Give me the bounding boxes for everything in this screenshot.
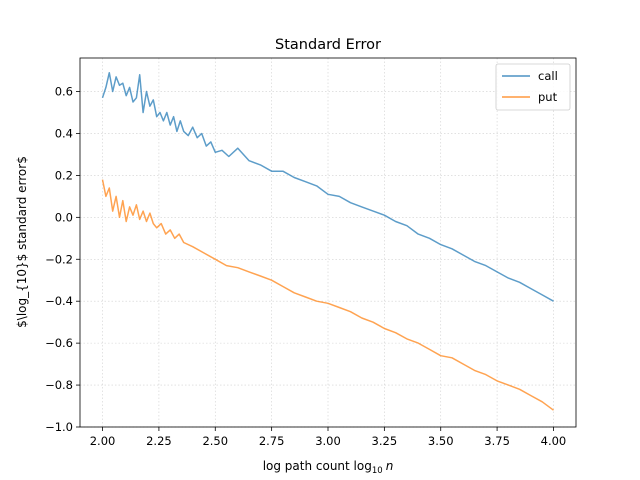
legend: call put bbox=[495, 63, 571, 111]
plot-frame bbox=[79, 57, 577, 428]
x-tick-label: 3.25 bbox=[372, 434, 398, 448]
x-tick-label: 3.75 bbox=[484, 434, 510, 448]
chart-title: Standard Error bbox=[275, 37, 381, 53]
grid bbox=[80, 58, 576, 428]
x-tick-label: 3.00 bbox=[315, 434, 341, 448]
y-axis: −1.0 −0.8 −0.6 −0.4 −0.2 0.0 0.2 0.4 0.6 bbox=[45, 85, 80, 434]
y-axis-label: $\log_{10}$ standard error$ bbox=[15, 156, 29, 328]
x-axis: 2.00 2.25 2.50 2.75 3.00 3.25 3.50 3.75 4.00 bbox=[90, 427, 567, 448]
series-line-call bbox=[101, 71, 554, 302]
x-tick-label: 2.00 bbox=[90, 434, 116, 448]
x-tick-label: 3.50 bbox=[428, 434, 454, 448]
x-axis-label-variable: n bbox=[386, 459, 394, 473]
legend-box bbox=[495, 63, 571, 111]
x-axis-label-subscript: 10 bbox=[372, 466, 383, 476]
y-tick-label: −0.4 bbox=[45, 294, 73, 308]
y-tick-label: 0.0 bbox=[55, 210, 73, 224]
y-tick-label: −0.6 bbox=[45, 336, 73, 350]
x-tick-label: 2.50 bbox=[202, 434, 228, 448]
legend-label-call: call bbox=[538, 69, 558, 83]
x-axis-label: log path count log10 n bbox=[263, 459, 394, 476]
x-tick-label: 2.25 bbox=[146, 434, 172, 448]
y-tick-label: 0.6 bbox=[55, 85, 73, 99]
x-axis-label-text: log path count log bbox=[263, 459, 372, 473]
x-tick-label: 4.00 bbox=[541, 434, 567, 448]
y-tick-label: −0.8 bbox=[45, 378, 73, 392]
y-tick-label: −0.2 bbox=[45, 252, 73, 266]
series-line-put bbox=[101, 179, 554, 411]
x-tick-label: 2.75 bbox=[259, 434, 285, 448]
y-tick-label: −1.0 bbox=[45, 420, 73, 434]
legend-label-put: put bbox=[538, 90, 558, 104]
series-lines bbox=[101, 71, 554, 411]
y-tick-label: 0.2 bbox=[55, 168, 73, 182]
y-tick-label: 0.4 bbox=[55, 126, 73, 140]
